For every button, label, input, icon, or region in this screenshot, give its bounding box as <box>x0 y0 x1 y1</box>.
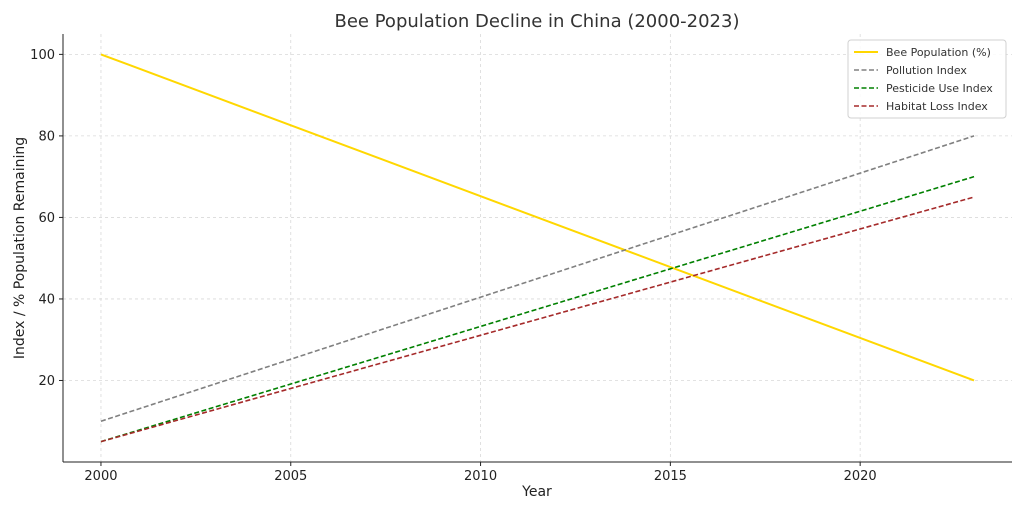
legend-label: Pesticide Use Index <box>886 82 993 95</box>
y-tick-label: 60 <box>38 211 55 226</box>
y-axis-label: Index / % Population Remaining <box>12 137 28 359</box>
series-line-pesticide-use-index <box>100 175 975 443</box>
y-tick-label: 100 <box>30 48 55 63</box>
chart-title: Bee Population Decline in China (2000-20… <box>335 11 740 32</box>
x-tick-label: 2000 <box>84 469 117 484</box>
x-tick-label: 2005 <box>274 469 307 484</box>
x-tick-label: 2015 <box>654 469 687 484</box>
x-tick-label: 2010 <box>464 469 497 484</box>
y-tick-label: 40 <box>38 292 55 307</box>
legend-label: Habitat Loss Index <box>886 100 988 113</box>
legend-label: Bee Population (%) <box>886 46 991 59</box>
x-axis-label: Year <box>521 484 552 500</box>
legend-box <box>847 39 1007 119</box>
y-tick-label: 80 <box>38 129 55 144</box>
series-layer <box>100 53 975 443</box>
series-line-pollution-index <box>100 135 975 422</box>
series-line-habitat-loss-index <box>100 196 975 443</box>
x-tick-label: 2020 <box>844 469 877 484</box>
series-line-bee-population <box>100 53 975 382</box>
legend: Bee Population (%) Pollution Index Pestici… <box>847 39 1007 119</box>
legend-label: Pollution Index <box>886 64 967 77</box>
grid <box>63 34 1012 462</box>
y-tick-label: 20 <box>38 374 55 389</box>
